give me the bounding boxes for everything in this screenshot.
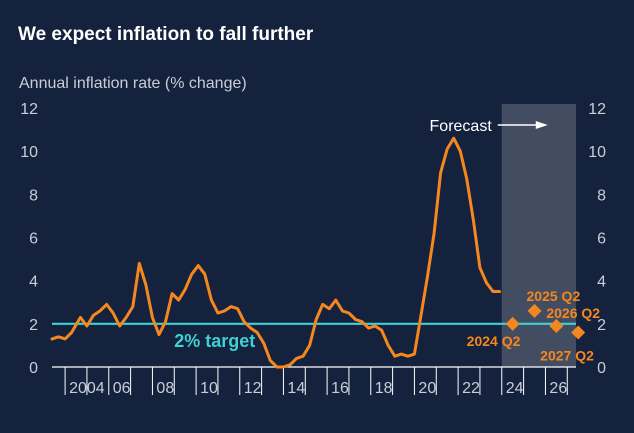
x-tick-label: 08 bbox=[156, 380, 174, 397]
y-tick-label-right: 0 bbox=[597, 360, 606, 377]
y-tick-label-right: 10 bbox=[588, 144, 606, 161]
y-tick-label-right: 4 bbox=[597, 274, 606, 291]
y-axis-label: Annual inflation rate (% change) bbox=[19, 75, 247, 92]
forecast-marker bbox=[505, 316, 520, 331]
y-tick-label-right: 2 bbox=[597, 317, 606, 334]
y-tick-label-left: 10 bbox=[20, 144, 38, 161]
y-tick-label-right: 12 bbox=[588, 101, 606, 118]
forecast-arrow-head bbox=[535, 121, 548, 129]
forecast-marker bbox=[549, 318, 564, 333]
y-tick-label-left: 12 bbox=[20, 101, 38, 118]
x-tick-label: 10 bbox=[200, 380, 218, 397]
forecast-marker bbox=[571, 325, 586, 340]
forecast-label: Forecast bbox=[430, 118, 493, 135]
y-tick-label-right: 6 bbox=[597, 231, 606, 248]
y-tick-label-left: 4 bbox=[29, 274, 38, 291]
x-tick-label: 14 bbox=[287, 380, 305, 397]
x-tick-label: 18 bbox=[375, 380, 393, 397]
y-tick-label-left: 8 bbox=[29, 187, 38, 204]
x-tick-label: 16 bbox=[331, 380, 349, 397]
y-tick-label-left: 0 bbox=[29, 360, 38, 377]
forecast-marker bbox=[527, 303, 542, 318]
x-tick-label: 06 bbox=[113, 380, 131, 397]
y-tick-label-left: 2 bbox=[29, 317, 38, 334]
x-tick-label: 20 bbox=[418, 380, 436, 397]
inflation-line bbox=[50, 136, 502, 369]
forecast-marker-label: 2026 Q2 bbox=[546, 305, 600, 321]
x-tick-label: 24 bbox=[506, 380, 524, 397]
chart-title: We expect inflation to fall further bbox=[18, 24, 314, 45]
forecast-marker-label: 2027 Q2 bbox=[540, 347, 594, 363]
x-tick-label: 22 bbox=[462, 380, 480, 397]
x-tick-label: 12 bbox=[244, 380, 262, 397]
forecast-marker-label: 2025 Q2 bbox=[527, 288, 581, 304]
y-tick-label-right: 8 bbox=[597, 187, 606, 204]
target-label: 2% target bbox=[174, 331, 255, 351]
forecast-marker-label: 2024 Q2 bbox=[467, 333, 521, 349]
y-tick-label-left: 6 bbox=[29, 231, 38, 248]
x-tick-label: 26 bbox=[549, 380, 567, 397]
